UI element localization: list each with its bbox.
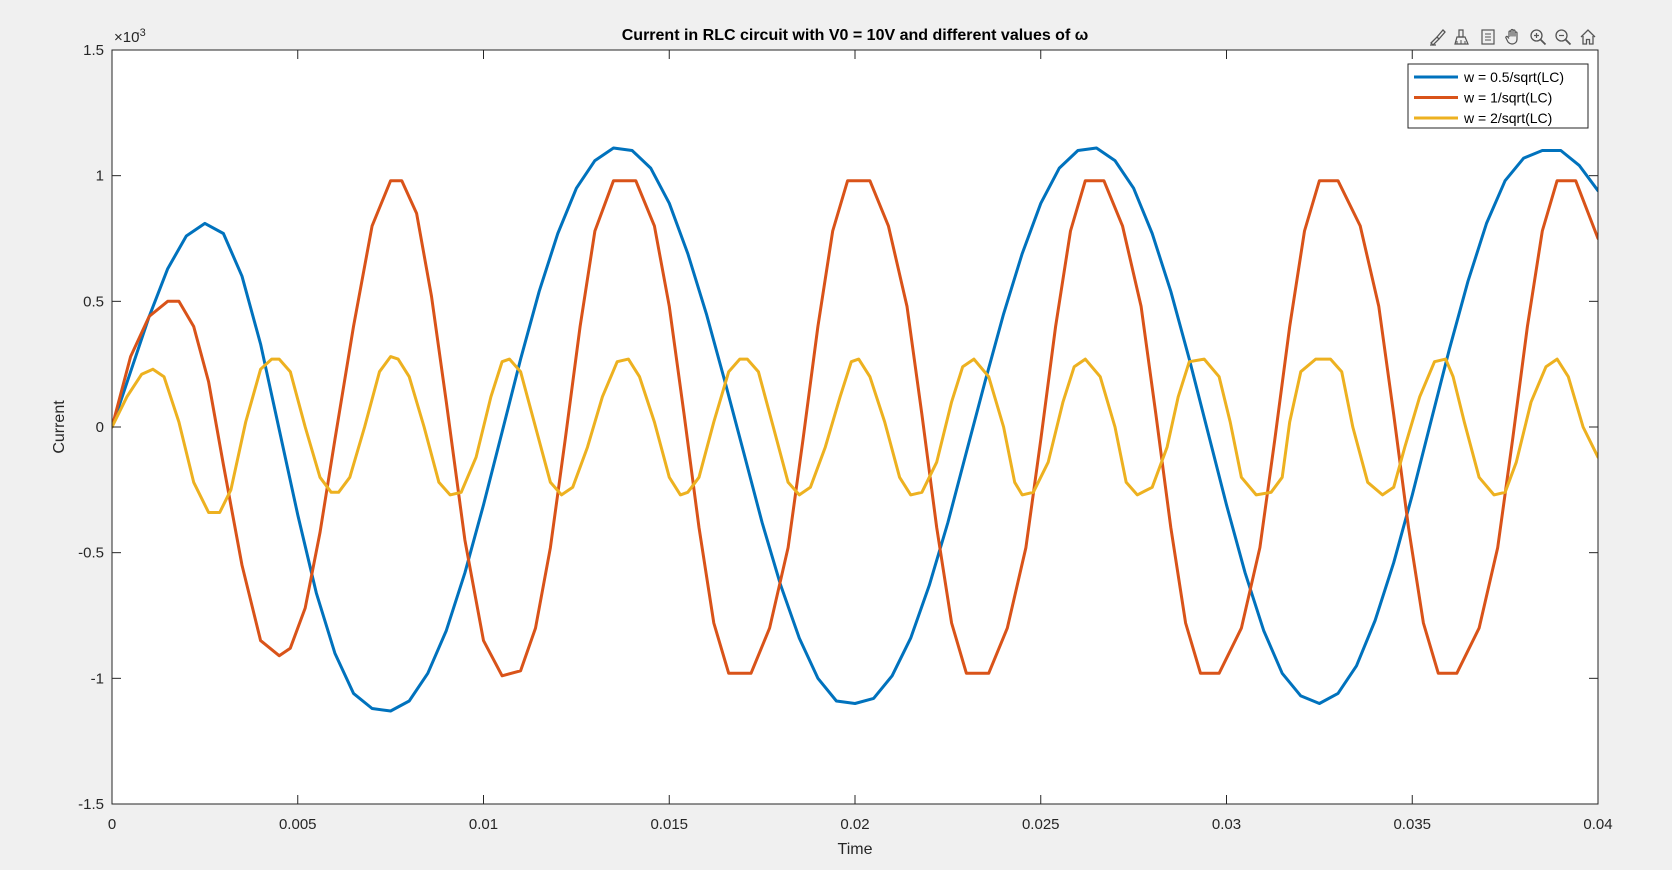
y-tick-label: -1.5 (78, 796, 104, 813)
x-tick-label: 0.03 (1212, 816, 1241, 833)
y-axis-label: Current (51, 400, 68, 454)
home-icon[interactable] (1576, 25, 1600, 49)
brush-icon[interactable] (1426, 25, 1450, 49)
series-line-3 (112, 355, 1598, 514)
y-tick-label: 1 (96, 168, 104, 185)
y-exponent-power: -3 (136, 27, 146, 39)
y-tick-label: 1.5 (83, 42, 104, 59)
y-tick-label: -0.5 (78, 545, 104, 562)
x-tick-label: 0 (108, 816, 116, 833)
legend-entry-3: w = 2/sqrt(LC) (1463, 110, 1552, 126)
y-exponent-label: ×10 (114, 29, 139, 46)
zoom-out-icon[interactable] (1551, 25, 1575, 49)
pan-hand-icon[interactable] (1501, 25, 1525, 49)
legend-entry-1: w = 0.5/sqrt(LC) (1463, 69, 1564, 85)
y-tick-label: 0 (96, 419, 104, 436)
x-tick-label: 0.025 (1022, 816, 1060, 833)
x-tick-label: 0.02 (840, 816, 869, 833)
x-tick-label: 0.01 (469, 816, 498, 833)
x-tick-label: 0.04 (1583, 816, 1612, 833)
chart-title: Current in RLC circuit with V0 = 10V and… (622, 27, 1089, 44)
series-line-1 (112, 146, 1598, 713)
legend-entry-2: w = 1/sqrt(LC) (1463, 90, 1552, 106)
x-tick-label: 0.035 (1393, 816, 1431, 833)
zoom-in-icon[interactable] (1526, 25, 1550, 49)
y-tick-label: -1 (91, 670, 104, 687)
export-icon[interactable] (1476, 25, 1500, 49)
series-line-2 (112, 179, 1598, 678)
plot-area[interactable] (112, 50, 1598, 804)
x-tick-label: 0.005 (279, 816, 317, 833)
data-tips-icon[interactable] (1451, 25, 1475, 49)
y-tick-label: 0.5 (83, 293, 104, 310)
axes-toolbar (1426, 24, 1600, 50)
x-tick-label: 0.015 (650, 816, 688, 833)
x-axis-label: Time (838, 841, 873, 858)
